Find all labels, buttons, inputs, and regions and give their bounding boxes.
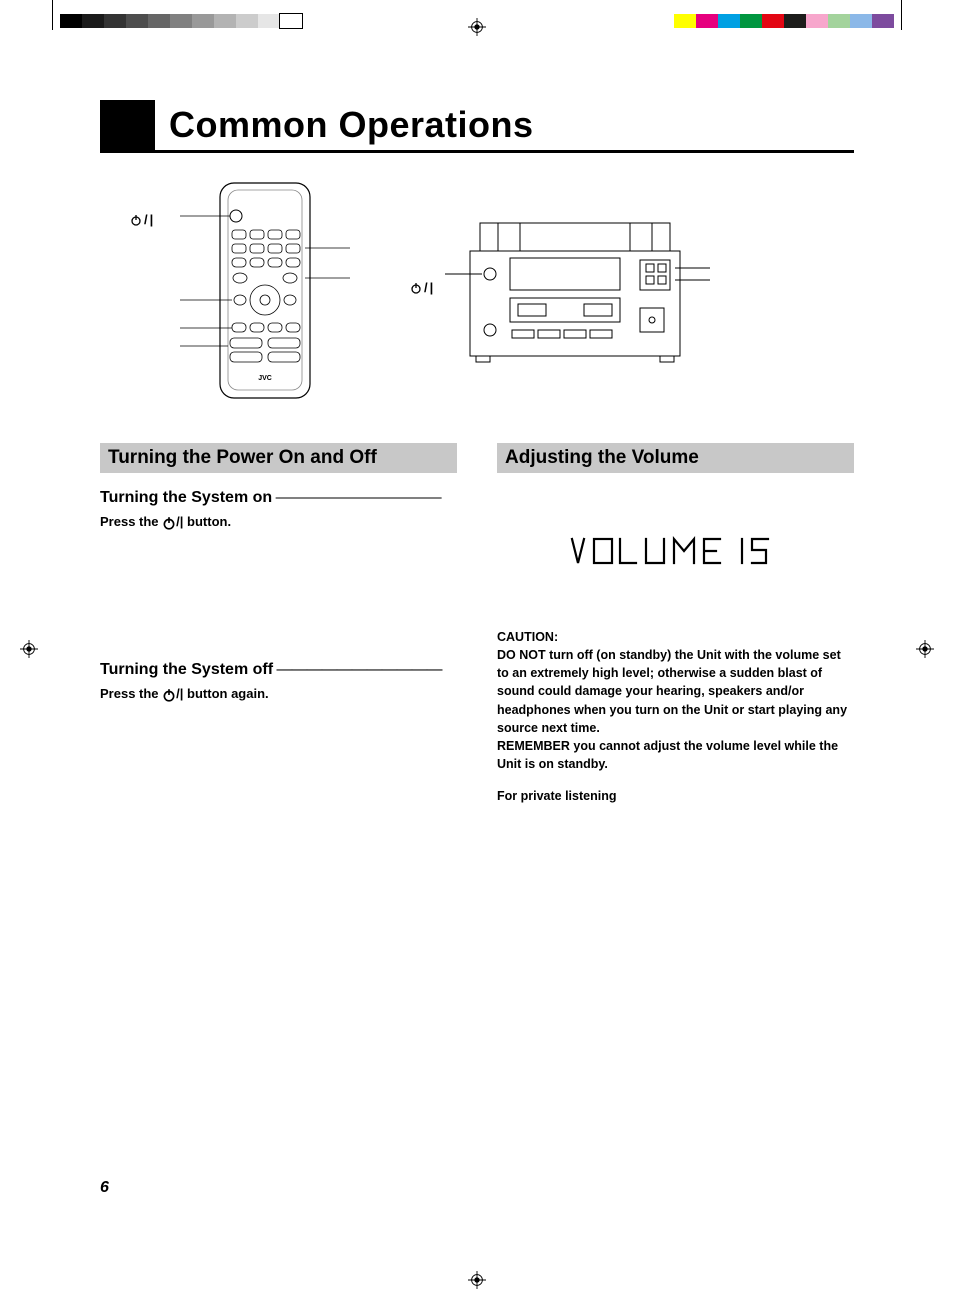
title-block-icon (100, 100, 155, 150)
text-post: button again. (183, 686, 268, 701)
registration-mark-icon (468, 18, 486, 36)
caution-label: CAUTION: (497, 630, 558, 644)
registration-mark-icon (468, 1271, 486, 1289)
power-icon (162, 516, 176, 530)
instruction-on: Press the /| button. (100, 513, 457, 531)
caution-body-2: REMEMBER you cannot adjust the volume le… (497, 737, 854, 773)
text-pre: Press the (100, 686, 162, 701)
subheading-text: Turning the System off (100, 661, 273, 679)
subheading-text: Turning the System on (100, 489, 272, 507)
section-heading-power: Turning the Power On and Off (100, 443, 457, 473)
registration-mark-icon (20, 640, 38, 658)
printer-marks-top (0, 0, 954, 45)
two-column-layout: Turning the Power On and Off Turning the… (100, 443, 854, 805)
remote-svg: JVC (160, 178, 360, 408)
power-icon-label: /| (130, 212, 153, 227)
text-post: button. (183, 514, 231, 529)
dash-rule: ——————————— (272, 489, 440, 507)
section-heading-volume: Adjusting the Volume (497, 443, 854, 473)
power-icon (162, 688, 176, 702)
svg-text:JVC: JVC (258, 375, 272, 382)
right-column: Adjusting the Volume (497, 443, 854, 805)
remote-diagram: /| (160, 178, 360, 413)
text-pre: Press the (100, 514, 162, 529)
page-number: 6 (100, 1179, 109, 1197)
lcd-volume-icon (566, 533, 786, 573)
subheading-system-on: Turning the System on ——————————— (100, 489, 457, 507)
color-bar (674, 14, 894, 28)
volume-display (497, 533, 854, 578)
gray-ramp (60, 14, 302, 28)
diagrams-row: /| (100, 178, 854, 413)
title-bar: Common Operations (100, 100, 854, 153)
left-column: Turning the Power On and Off Turning the… (100, 443, 457, 805)
caution-block: CAUTION: DO NOT turn off (on standby) th… (497, 628, 854, 805)
caution-body-1: DO NOT turn off (on standby) the Unit wi… (497, 646, 854, 737)
page-title: Common Operations (155, 100, 534, 150)
subheading-system-off: Turning the System off ——————————— (100, 661, 457, 679)
instruction-off: Press the /| button again. (100, 685, 457, 703)
unit-svg (440, 218, 720, 378)
registration-mark-icon (916, 640, 934, 658)
power-icon-label: /| (410, 280, 433, 295)
private-listening: For private listening (497, 787, 854, 805)
page-content: Common Operations /| (100, 100, 854, 805)
dash-rule: ——————————— (273, 661, 441, 679)
unit-diagram: /| (440, 218, 720, 413)
